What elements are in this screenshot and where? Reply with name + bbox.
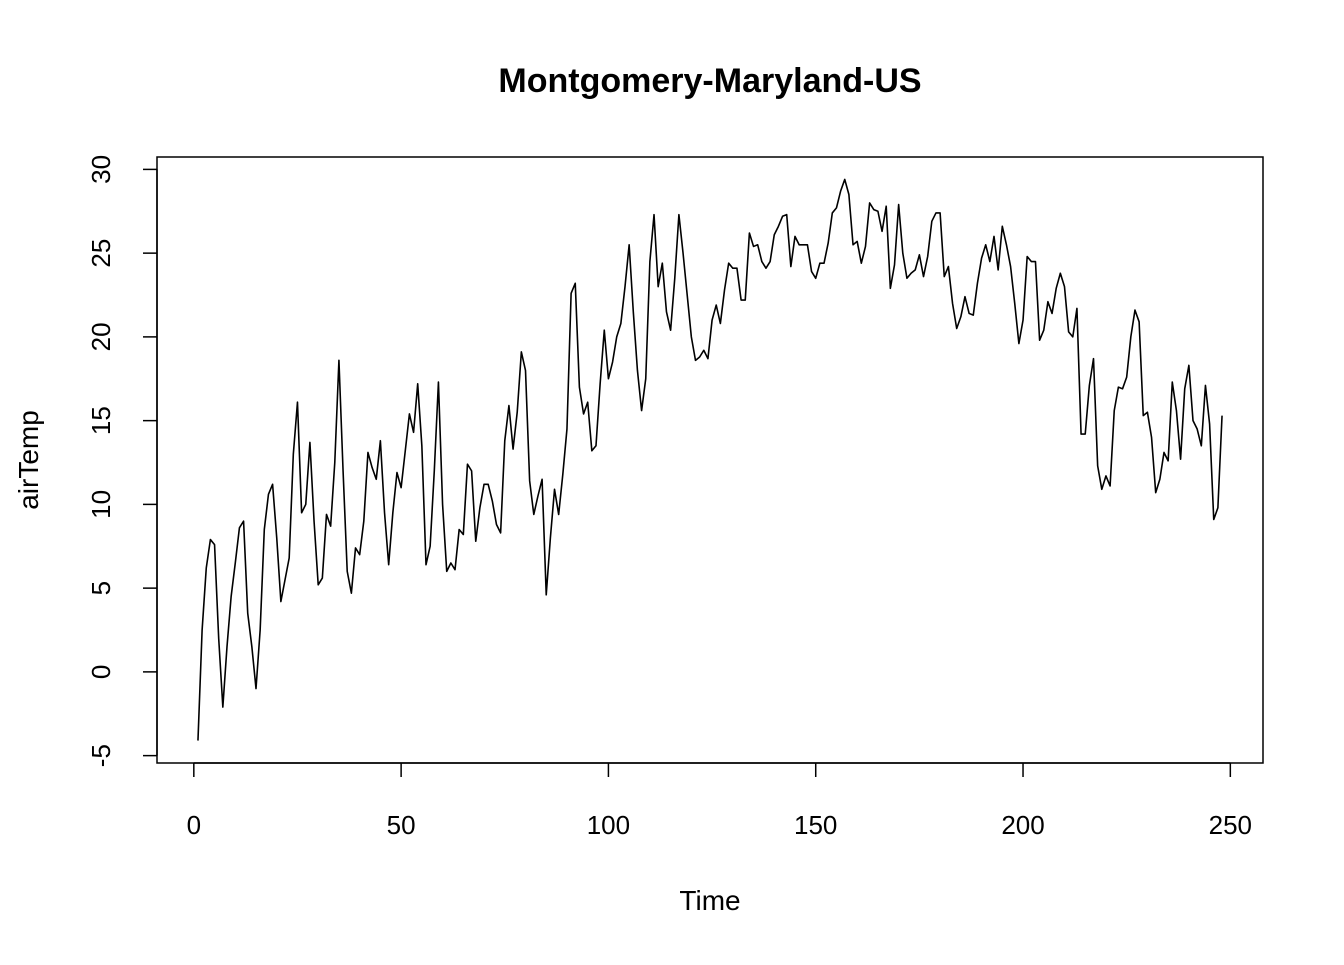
x-axis-label: Time — [679, 885, 740, 916]
y-axis-label: airTemp — [13, 410, 44, 510]
x-tick-label: 100 — [587, 810, 630, 840]
x-tick-label: 250 — [1209, 810, 1252, 840]
y-tick-label: 0 — [86, 665, 116, 679]
x-tick-label: 0 — [187, 810, 201, 840]
x-tick-label: 150 — [794, 810, 837, 840]
y-tick-label: 10 — [86, 490, 116, 519]
x-tick-label: 200 — [1001, 810, 1044, 840]
y-tick-label: 5 — [86, 581, 116, 595]
chart-title: Montgomery-Maryland-US — [498, 62, 921, 100]
y-tick-label: -5 — [86, 744, 116, 767]
x-tick-label: 50 — [387, 810, 416, 840]
y-tick-label: 20 — [86, 322, 116, 351]
y-tick-label: 15 — [86, 406, 116, 435]
data-line — [197, 178, 1223, 741]
y-tick-label: 25 — [86, 239, 116, 268]
y-tick-label: 30 — [86, 155, 116, 184]
